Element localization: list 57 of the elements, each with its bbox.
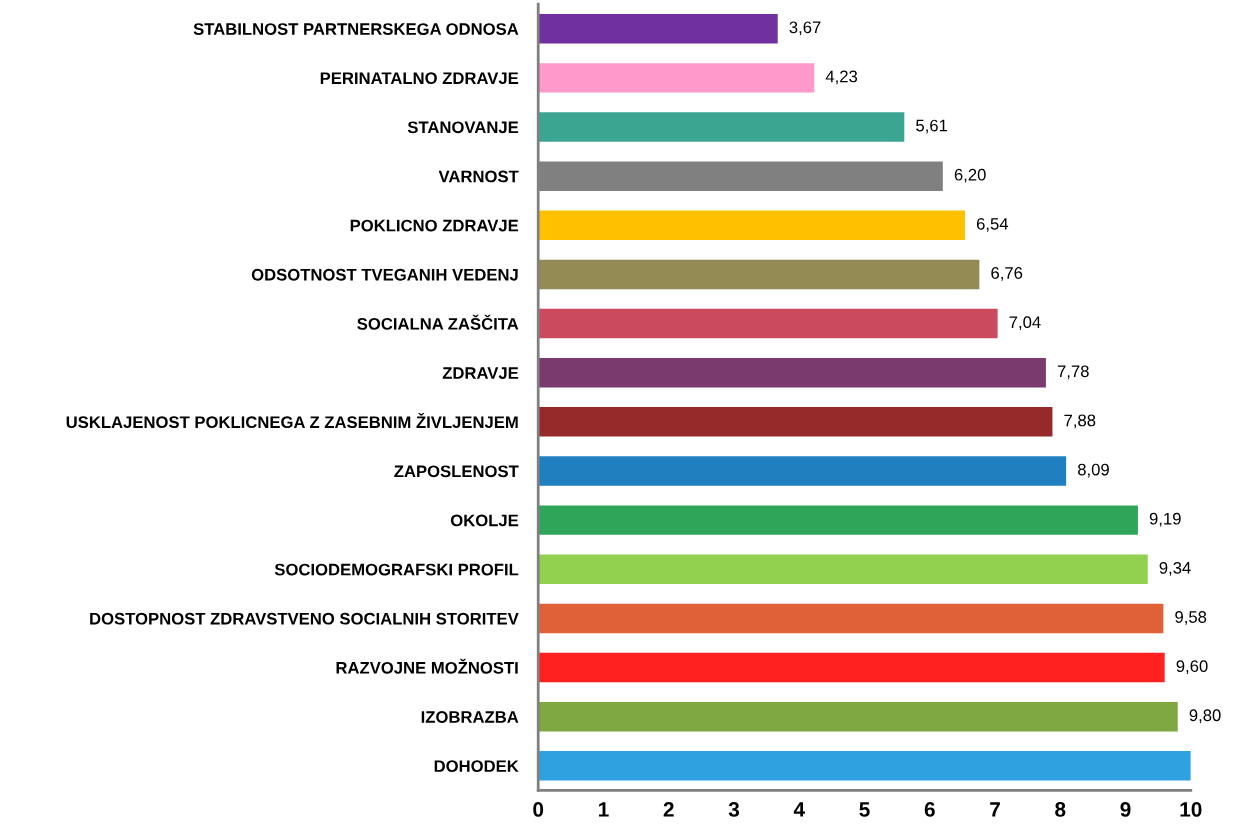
- y-tick-label: IZOBRAZBA: [421, 711, 519, 723]
- y-tick-label: ZAPOSLENOST: [394, 465, 519, 478]
- data-label: 7,88: [1064, 414, 1096, 429]
- bar: [538, 210, 965, 241]
- bar: [538, 112, 905, 142]
- y-tick-label: ZDRAVJE: [442, 367, 519, 379]
- y-tick-label: ODSOTNOST TVEGANIH VEDENJ: [251, 268, 518, 281]
- y-tick-label: SOCIODEMOGRAFSKI PROFIL: [274, 563, 519, 576]
- bar: [538, 456, 1067, 486]
- bar: [538, 63, 815, 93]
- y-tick-label: DOSTOPNOST ZDRAVSTVENO SOCIALNIH STORITEV: [90, 612, 519, 625]
- bar: [538, 259, 980, 290]
- y-tick-label: STANOVANJE: [407, 121, 519, 134]
- data-label: 6,76: [991, 267, 1023, 281]
- y-tick-label: VARNOST: [438, 170, 519, 183]
- data-label: 9,34: [1159, 561, 1191, 576]
- x-tick-label: 5: [859, 802, 870, 817]
- y-tick-label: STABILNOST PARTNERSKEGA ODNOSA: [193, 23, 519, 35]
- bar: [538, 603, 1164, 634]
- x-tick-label: 10: [1180, 802, 1202, 817]
- y-tick-label: POKLICNO ZDRAVJE: [350, 219, 519, 232]
- y-tick-label: OKOLJE: [450, 514, 519, 527]
- x-tick-label: 2: [663, 802, 674, 817]
- bar: [538, 554, 1148, 585]
- data-label: 9,19: [1149, 512, 1181, 527]
- data-label: 6,20: [954, 168, 986, 183]
- bar: [538, 357, 1046, 388]
- y-tick-label: SOCIALNA ZAŠČITA: [357, 314, 519, 330]
- y-tick-label: RAZVOJNE MOŽNOSTI: [336, 658, 518, 674]
- bar: [538, 751, 1191, 781]
- bar: [538, 652, 1165, 683]
- bar: [538, 505, 1138, 535]
- x-tick-label: 3: [728, 802, 740, 817]
- x-tick-label: 6: [924, 802, 935, 817]
- y-tick-label: USKLAJENOST POKLICNEGA Z ZASEBNIM ŽIVLJENJEM: [66, 412, 518, 429]
- bar: [538, 701, 1178, 732]
- x-tick-label: 0: [533, 802, 544, 817]
- data-label: 5,61: [916, 119, 948, 134]
- data-label: 9,58: [1175, 611, 1207, 625]
- bar: [538, 308, 998, 339]
- bar: [538, 13, 778, 44]
- data-label: 6,54: [976, 217, 1009, 232]
- data-label: 7,78: [1057, 365, 1089, 380]
- data-label: 8,09: [1077, 463, 1109, 478]
- data-label: 9,80: [1189, 709, 1221, 724]
- data-label: 7,04: [1009, 316, 1041, 331]
- x-tick-label: 8: [1055, 802, 1066, 817]
- x-tick-label: 9: [1120, 802, 1131, 817]
- data-label: 9,60: [1176, 660, 1208, 674]
- y-tick-label: PERINATALNO ZDRAVJE: [320, 72, 519, 85]
- data-label: 3,67: [789, 21, 821, 36]
- x-tick-label: 7: [990, 802, 1000, 817]
- x-tick-label: 1: [599, 802, 609, 817]
- x-tick-label: 4: [793, 802, 805, 817]
- data-label: 4,23: [825, 70, 858, 85]
- y-tick-label: DOHODEK: [434, 760, 519, 773]
- bar: [538, 407, 1053, 437]
